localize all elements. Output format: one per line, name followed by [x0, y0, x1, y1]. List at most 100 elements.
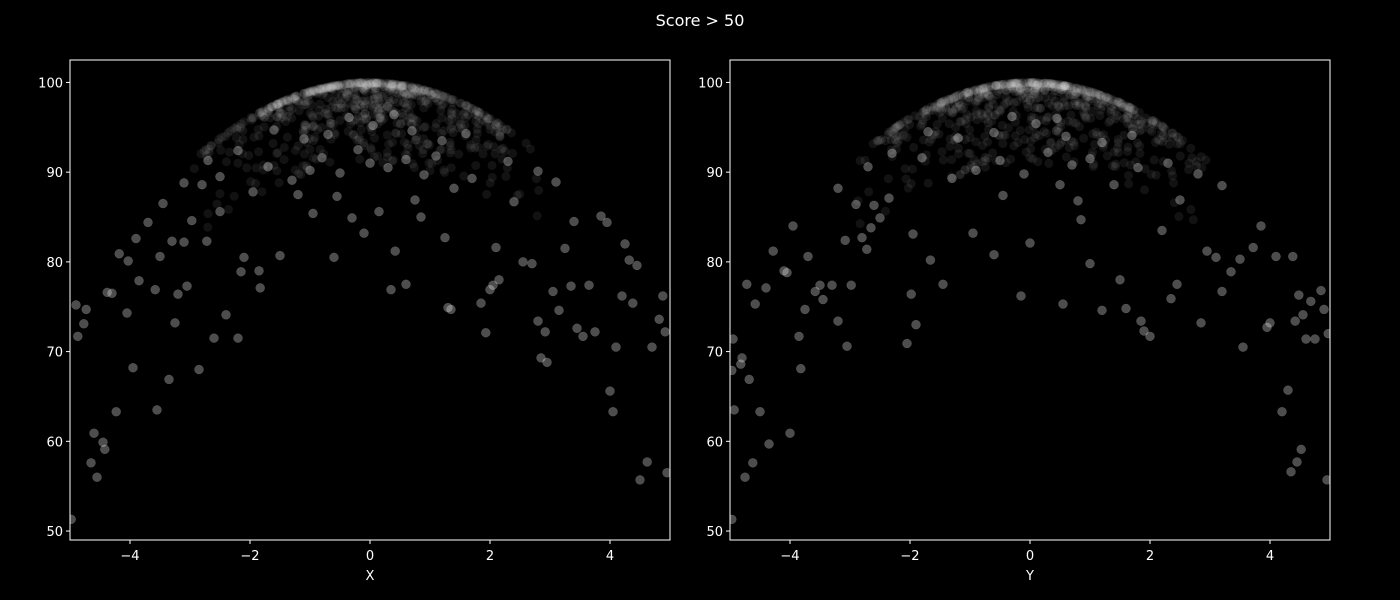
scatter-point [947, 108, 957, 118]
scatter-point [305, 90, 315, 100]
scatter-point [1075, 99, 1085, 109]
scatter-point [1078, 107, 1088, 117]
scatter-point [478, 115, 488, 125]
scatter-point [1078, 86, 1088, 96]
scatter-point [1025, 238, 1035, 248]
scatter-point [268, 138, 278, 148]
scatter-point [391, 81, 401, 91]
scatter-point [385, 98, 395, 108]
scatter-point [995, 107, 1005, 117]
scatter-point [1007, 78, 1017, 88]
scatter-point [409, 89, 419, 99]
scatter-point [315, 99, 325, 109]
scatter-point [1039, 127, 1049, 137]
scatter-point [361, 77, 371, 87]
scatter-point [419, 122, 429, 132]
scatter-point [958, 91, 968, 101]
scatter-point [1013, 78, 1023, 88]
scatter-point [372, 78, 382, 88]
scatter-point [973, 96, 983, 106]
x-axis-label: X [366, 569, 375, 584]
scatter-point [906, 179, 916, 189]
scatter-point [1066, 90, 1076, 100]
scatter-point [325, 157, 335, 167]
scatter-point [331, 82, 341, 92]
scatter-point [1076, 214, 1086, 225]
scatter-point [419, 85, 429, 95]
scatter-point [748, 458, 758, 468]
scatter-point [1114, 97, 1124, 107]
scatter-point [1150, 137, 1160, 147]
scatter-point [1044, 112, 1054, 122]
scatter-point [1103, 96, 1113, 106]
scatter-point [864, 187, 874, 197]
scatter-point [433, 96, 443, 106]
scatter-point [418, 145, 428, 155]
scatter-point [1141, 118, 1151, 128]
scatter-point [318, 83, 328, 93]
scatter-point [963, 88, 973, 98]
scatter-point [1040, 86, 1050, 96]
scatter-point [1322, 475, 1330, 485]
scatter-point [605, 386, 615, 396]
scatter-point [1091, 93, 1101, 103]
scatter-point [296, 170, 306, 180]
scatter-point [1095, 111, 1105, 121]
scatter-point [209, 333, 219, 343]
scatter-point [446, 163, 456, 173]
scatter-point [1096, 105, 1106, 115]
scatter-point [308, 112, 318, 122]
scatter-point [490, 127, 500, 137]
scatter-point [384, 83, 394, 93]
scatter-point [1135, 141, 1145, 151]
scatter-point [304, 134, 314, 144]
scatter-point [447, 113, 457, 123]
scatter-point [390, 246, 400, 256]
scatter-point [416, 91, 426, 101]
scatter-point [357, 78, 367, 88]
scatter-point [411, 86, 421, 96]
scatter-point [1050, 81, 1060, 91]
scatter-point [203, 209, 213, 219]
scatter-point [491, 117, 501, 127]
scatter-point [199, 146, 209, 156]
scatter-point [1045, 80, 1055, 90]
scatter-point [244, 150, 254, 160]
scatter-point [456, 98, 465, 108]
scatter-point [855, 219, 865, 229]
scatter-point [275, 250, 285, 261]
scatter-point [472, 129, 482, 139]
scatter-point [306, 87, 316, 97]
scatter-point [396, 80, 406, 90]
scatter-point [875, 213, 885, 223]
scatter-point [1023, 77, 1033, 87]
scatter-point [1064, 101, 1074, 111]
scatter-point [1175, 138, 1185, 148]
scatter-point [1032, 80, 1042, 90]
scatter-point [215, 171, 225, 182]
scatter-point [1069, 157, 1079, 167]
scatter-point [320, 108, 330, 118]
scatter-point [399, 81, 409, 91]
points-layer [730, 77, 1330, 525]
scatter-point [1286, 467, 1296, 477]
scatter-point [304, 87, 314, 97]
scatter-point [373, 93, 383, 103]
scatter-point [355, 78, 365, 88]
scatter-point [952, 102, 962, 112]
scatter-point [430, 89, 440, 99]
scatter-point [179, 178, 189, 188]
scatter-point [355, 81, 365, 91]
scatter-point [356, 100, 366, 110]
scatter-point [281, 117, 291, 127]
scatter-point [232, 124, 242, 134]
scatter-point [947, 105, 957, 115]
scatter-point [1036, 115, 1046, 125]
scatter-point [1172, 131, 1182, 141]
scatter-point [1157, 121, 1167, 131]
scatter-point [1127, 124, 1137, 134]
scatter-point [1167, 166, 1177, 176]
scatter-point [957, 104, 967, 114]
scatter-point [1149, 155, 1159, 165]
scatter-point [890, 135, 900, 145]
